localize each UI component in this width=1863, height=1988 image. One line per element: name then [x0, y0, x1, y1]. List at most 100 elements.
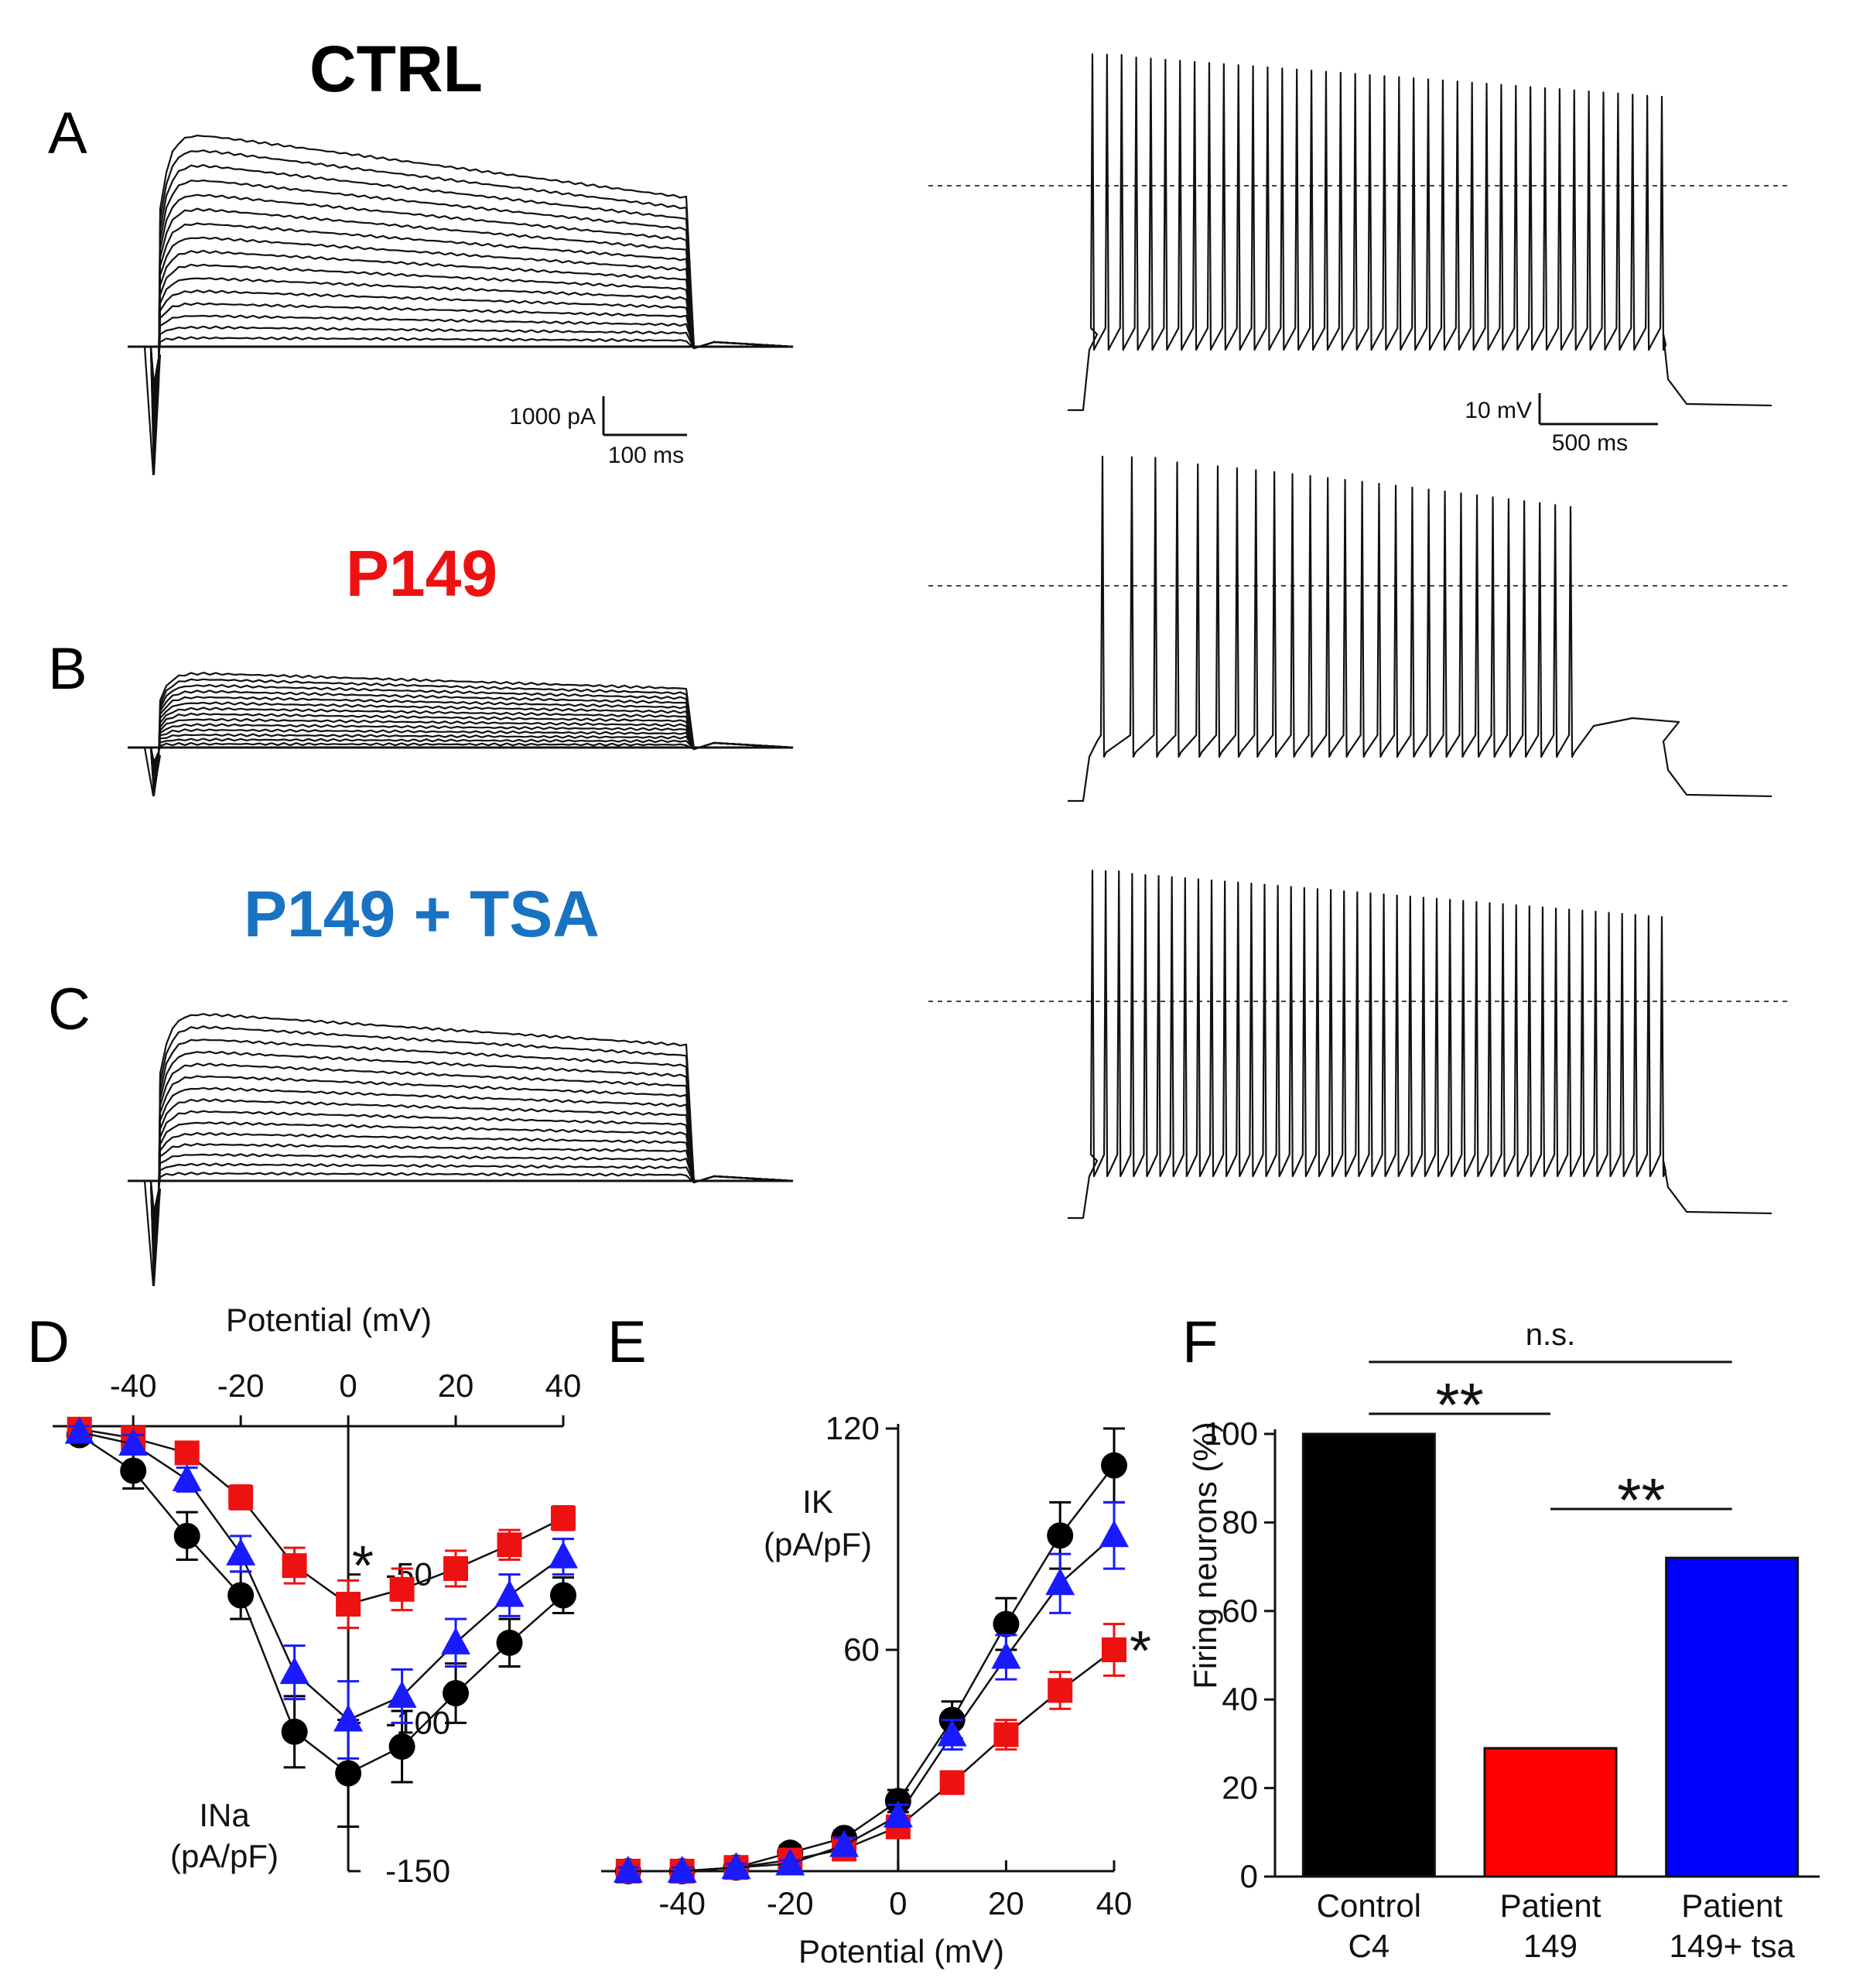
chart-e-ylabel-line1: IK: [802, 1483, 833, 1520]
chart-d-ylabel-line2: (pA/pF): [170, 1838, 279, 1874]
current-trace: [128, 1038, 794, 1276]
data-point: [174, 1440, 200, 1466]
data-point: [228, 1485, 254, 1510]
current-trace: [128, 1172, 794, 1213]
current-trace: [128, 707, 794, 782]
x-tick-label: -20: [217, 1367, 265, 1404]
category-label-line2: 149: [1523, 1928, 1578, 1964]
current-trace: [128, 1086, 794, 1255]
voltage-trace-p149: [1068, 455, 1772, 802]
x-tick-label: 0: [339, 1367, 357, 1404]
action-potential-train: [1068, 53, 1772, 412]
current-trace: [128, 723, 794, 774]
current-trace: [128, 683, 794, 792]
voltage-trace-ctrl: [1068, 53, 1772, 412]
data-point: [1047, 1522, 1074, 1549]
current-trace: [128, 1050, 794, 1271]
data-point: [1048, 1678, 1073, 1703]
significance-stars: **: [1617, 1466, 1665, 1535]
panel-label-e: E: [607, 1309, 647, 1375]
data-point: [1101, 1452, 1127, 1479]
x-tick-label: 20: [438, 1367, 474, 1404]
series-line: [79, 1434, 564, 1774]
current-trace: [128, 728, 794, 771]
chart-d-ylabel-line1: INa: [199, 1797, 250, 1833]
data-point: [279, 1657, 309, 1685]
voltage-scale-bar: 10 mV 500 ms: [1465, 393, 1658, 456]
significance-stars: **: [1436, 1370, 1484, 1439]
action-potential-train: [1068, 455, 1772, 802]
current-trace: [128, 135, 794, 476]
x-tick-label: 20: [988, 1885, 1024, 1921]
data-point: [335, 1760, 362, 1787]
chart-e-significance-star: *: [1130, 1620, 1151, 1682]
action-potential-train: [1068, 869, 1772, 1220]
current-trace: [128, 717, 794, 776]
current-scale-x-label: 100 ms: [608, 443, 684, 468]
current-trace: [128, 1121, 794, 1240]
y-tick-label: 20: [1222, 1770, 1258, 1806]
current-trace: [128, 1110, 794, 1245]
series-line: [79, 1428, 564, 1606]
y-tick-label: -150: [385, 1853, 450, 1889]
condition-title-p149-tsa: P149 + TSA: [244, 878, 600, 950]
data-point: [829, 1829, 860, 1857]
current-trace: [128, 1075, 794, 1261]
current-trace: [128, 733, 794, 768]
current-trace: [128, 1153, 794, 1224]
data-point: [550, 1582, 576, 1609]
data-point: [443, 1556, 469, 1581]
data-point: [173, 1522, 200, 1549]
current-trace: [128, 1062, 794, 1266]
chart-d-xlabel: Potential (mV): [226, 1302, 432, 1338]
sodium-current-peak: [143, 346, 162, 476]
y-tick-label: 0: [1240, 1858, 1258, 1894]
data-point: [389, 1576, 415, 1602]
data-point: [613, 1856, 643, 1883]
chart-e-ylabel-line2: (pA/pF): [764, 1526, 872, 1562]
chart-f-ylabel: Firing neurons (%): [1187, 1422, 1223, 1689]
y-tick-label: 60: [1222, 1593, 1258, 1629]
data-point: [227, 1582, 255, 1609]
current-trace: [128, 672, 794, 797]
data-point: [721, 1852, 751, 1880]
voltage-scale-y-label: 10 mV: [1465, 398, 1532, 423]
current-trace: [128, 336, 794, 386]
x-tick-label: 0: [889, 1885, 907, 1921]
current-trace: [128, 164, 794, 464]
data-point: [281, 1718, 308, 1745]
current-trace: [128, 149, 794, 470]
x-tick-label: -20: [767, 1885, 814, 1921]
data-point: [118, 1429, 149, 1456]
current-scale-bar: 1000 pA 100 ms: [509, 396, 687, 468]
current-trace: [128, 712, 794, 778]
x-tick-label: -40: [110, 1367, 157, 1404]
chart-e-xlabel: Potential (mV): [798, 1933, 1004, 1969]
current-trace: [128, 678, 794, 794]
data-point: [1045, 1568, 1075, 1596]
current-traces-p149-tsa: [128, 1013, 794, 1287]
current-trace: [128, 193, 794, 452]
series-p149-tsa: [613, 1500, 1129, 1883]
data-point: [226, 1538, 256, 1565]
y-tick-label: 100: [1204, 1415, 1258, 1452]
panel-label-c: C: [48, 977, 91, 1042]
data-point: [551, 1505, 576, 1531]
current-trace: [128, 277, 794, 416]
current-traces-ctrl: [128, 135, 794, 476]
sodium-current-peak: [143, 1180, 162, 1287]
chart-e-ik-iv: -40 -20 0 20 40 60 120 IK (pA/pF) Potential (m…: [601, 1410, 1151, 1969]
current-trace: [128, 325, 794, 392]
data-point: [939, 1770, 965, 1795]
current-trace: [128, 1142, 794, 1229]
data-point: [172, 1464, 202, 1491]
series-ctrl: [66, 1422, 576, 1828]
data-point: [64, 1416, 94, 1444]
data-point: [549, 1541, 578, 1569]
category-label-line1: Control: [1317, 1887, 1421, 1924]
data-point: [1102, 1637, 1126, 1662]
current-trace: [128, 701, 794, 784]
bar-0: [1301, 1432, 1436, 1878]
series-p149-tsa: [64, 1416, 578, 1760]
category-label-line2: 149+ tsa: [1670, 1928, 1796, 1964]
